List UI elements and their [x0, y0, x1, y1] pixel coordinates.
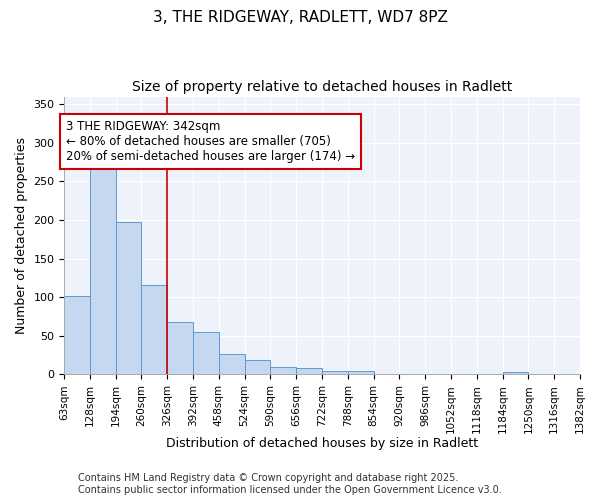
Bar: [271, 366, 296, 374]
Bar: [116, 222, 142, 374]
X-axis label: Distribution of detached houses by size in Radlett: Distribution of detached houses by size …: [166, 437, 478, 450]
Bar: [503, 372, 529, 374]
Text: 3, THE RIDGEWAY, RADLETT, WD7 8PZ: 3, THE RIDGEWAY, RADLETT, WD7 8PZ: [152, 10, 448, 25]
Bar: [348, 372, 374, 374]
Text: 3 THE RIDGEWAY: 342sqm
← 80% of detached houses are smaller (705)
20% of semi-de: 3 THE RIDGEWAY: 342sqm ← 80% of detached…: [67, 120, 355, 162]
Text: Contains HM Land Registry data © Crown copyright and database right 2025.
Contai: Contains HM Land Registry data © Crown c…: [78, 474, 502, 495]
Bar: [322, 372, 348, 374]
Bar: [245, 360, 271, 374]
Bar: [296, 368, 322, 374]
Bar: [219, 354, 245, 374]
Bar: [142, 285, 167, 374]
Y-axis label: Number of detached properties: Number of detached properties: [15, 137, 28, 334]
Title: Size of property relative to detached houses in Radlett: Size of property relative to detached ho…: [132, 80, 512, 94]
Bar: [90, 164, 116, 374]
Bar: [193, 332, 219, 374]
Bar: [167, 322, 193, 374]
Bar: [64, 296, 90, 374]
